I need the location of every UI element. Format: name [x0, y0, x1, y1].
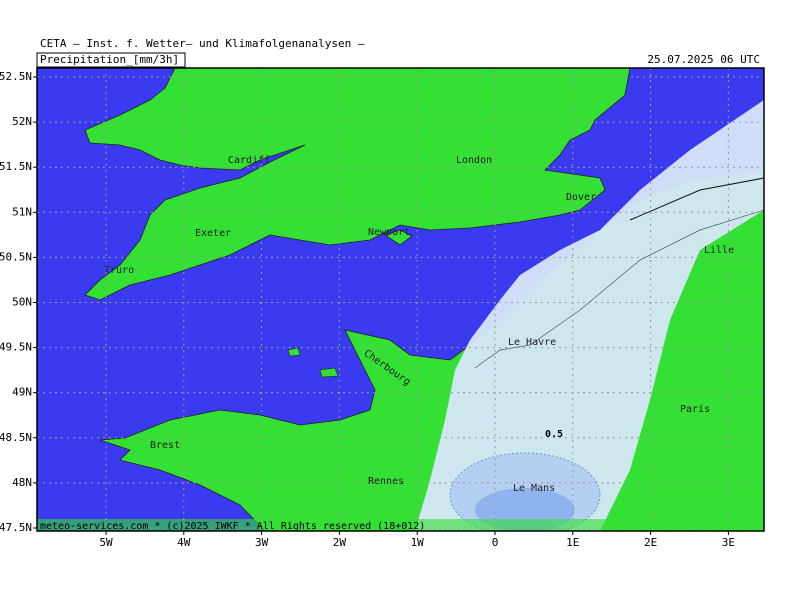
- place-label: Dover: [566, 192, 596, 203]
- lon-label: 1W: [411, 536, 425, 549]
- lat-label: 51.5N: [0, 160, 32, 173]
- lon-label: 4W: [177, 536, 191, 549]
- place-label: Truro: [104, 265, 134, 276]
- map-frame: [36, 67, 765, 532]
- credit-strip: [37, 519, 764, 531]
- lat-label: 51N: [12, 205, 32, 218]
- lon-label: 1E: [566, 536, 579, 549]
- lon-label: 2E: [644, 536, 657, 549]
- lat-label: 48N: [12, 476, 32, 489]
- place-label: Exeter: [195, 228, 231, 239]
- graticule: [37, 68, 764, 531]
- place-label: Le Havre: [508, 337, 556, 348]
- lat-label: 52.5N: [0, 70, 32, 83]
- lat-label: 49.5N: [0, 341, 32, 354]
- map-area: meteo-services.com * (c)2025 IWKF * All …: [37, 68, 764, 532]
- place-label: Cardiff: [228, 155, 270, 166]
- place-label: Paris: [680, 404, 710, 415]
- valid-time: 25.07.2025 06 UTC: [647, 53, 760, 66]
- lon-label: 3E: [722, 536, 735, 549]
- contour-label: 0.5: [545, 429, 563, 440]
- credit: meteo-services.com * (c)2025 IWKF * All …: [40, 521, 425, 532]
- header-title: CETA – Inst. f. Wetter– und Klimafolgena…: [40, 37, 365, 50]
- place-label: Lille: [704, 245, 734, 256]
- national-border: [629, 177, 764, 221]
- place-label: Newport: [368, 227, 410, 238]
- lat-label: 50N: [12, 296, 32, 309]
- lat-label: 50.5N: [0, 250, 32, 263]
- border-lines: [474, 209, 764, 369]
- lon-label: 2W: [333, 536, 347, 549]
- land-jersey: [319, 367, 339, 378]
- land-guernsey: [287, 347, 301, 357]
- lat-label: 48.5N: [0, 431, 32, 444]
- lon-label: 3W: [255, 536, 269, 549]
- place-label: Brest: [150, 440, 180, 451]
- lon-label: 0: [492, 536, 499, 549]
- precip-light: [415, 100, 764, 531]
- variable-label: Precipitation_[mm/3h]: [40, 53, 179, 66]
- place-label: London: [456, 155, 492, 166]
- lat-label: 52N: [12, 115, 32, 128]
- place-label: Rennes: [368, 476, 404, 487]
- lat-label: 47.5N: [0, 521, 32, 534]
- lat-label: 49N: [12, 386, 32, 399]
- place-label: Le Mans: [513, 483, 555, 494]
- land-wight: [384, 229, 413, 246]
- variable-box: [36, 52, 186, 68]
- land-england: [84, 68, 631, 301]
- lon-label: 5W: [99, 536, 113, 549]
